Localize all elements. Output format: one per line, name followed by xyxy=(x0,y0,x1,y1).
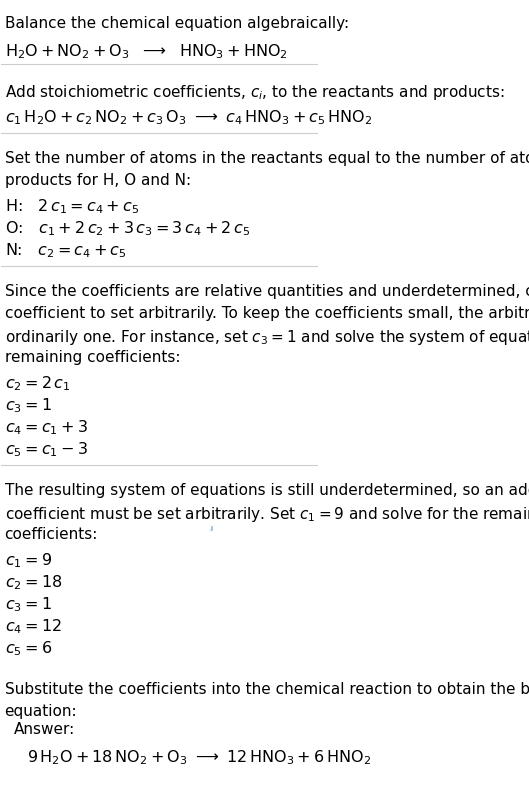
Text: $9\,\mathregular{H_2O} + 18\,\mathregular{NO_2} + \mathregular{O_3} \ \longright: $9\,\mathregular{H_2O} + 18\,\mathregula… xyxy=(26,748,371,767)
Text: $c_1 = 9$: $c_1 = 9$ xyxy=(5,551,51,570)
Text: $c_5 = c_1 - 3$: $c_5 = c_1 - 3$ xyxy=(5,441,87,459)
Text: H:   $2\,c_1 = c_4 + c_5$: H: $2\,c_1 = c_4 + c_5$ xyxy=(5,197,139,216)
Text: N:   $c_2 = c_4 + c_5$: N: $c_2 = c_4 + c_5$ xyxy=(5,242,126,260)
Text: $c_2 = 18$: $c_2 = 18$ xyxy=(5,573,62,592)
Text: $c_3 = 1$: $c_3 = 1$ xyxy=(5,397,51,415)
Text: $\mathregular{H_2O + NO_2 + O_3} \ \ \longrightarrow \ \ \mathregular{HNO_3 + HN: $\mathregular{H_2O + NO_2 + O_3} \ \ \lo… xyxy=(5,43,287,61)
Text: $c_1\,\mathregular{H_2O} + c_2\,\mathregular{NO_2} + c_3\,\mathregular{O_3} \ \l: $c_1\,\mathregular{H_2O} + c_2\,\mathreg… xyxy=(5,109,372,127)
Text: $c_3 = 1$: $c_3 = 1$ xyxy=(5,596,51,614)
Text: O:   $c_1 + 2\,c_2 + 3\,c_3 = 3\,c_4 + 2\,c_5$: O: $c_1 + 2\,c_2 + 3\,c_3 = 3\,c_4 + 2\,… xyxy=(5,219,250,238)
Text: coefficient to set arbitrarily. To keep the coefficients small, the arbitrary va: coefficient to set arbitrarily. To keep … xyxy=(5,305,529,321)
Text: $c_4 = 12$: $c_4 = 12$ xyxy=(5,617,61,636)
Text: $c_5 = 6$: $c_5 = 6$ xyxy=(5,640,52,659)
Text: Balance the chemical equation algebraically:: Balance the chemical equation algebraica… xyxy=(5,16,349,31)
Text: Answer:: Answer: xyxy=(14,722,75,737)
Text: The resulting system of equations is still underdetermined, so an additional: The resulting system of equations is sti… xyxy=(5,483,529,498)
Text: equation:: equation: xyxy=(5,704,77,719)
Text: Since the coefficients are relative quantities and underdetermined, choose a: Since the coefficients are relative quan… xyxy=(5,284,529,299)
Text: Add stoichiometric coefficients, $c_i$, to the reactants and products:: Add stoichiometric coefficients, $c_i$, … xyxy=(5,82,504,102)
FancyBboxPatch shape xyxy=(0,526,212,718)
Text: coefficients:: coefficients: xyxy=(5,527,98,542)
Text: $c_2 = 2\,c_1$: $c_2 = 2\,c_1$ xyxy=(5,374,70,393)
Text: ordinarily one. For instance, set $c_3 = 1$ and solve the system of equations fo: ordinarily one. For instance, set $c_3 =… xyxy=(5,328,529,347)
Text: Set the number of atoms in the reactants equal to the number of atoms in the: Set the number of atoms in the reactants… xyxy=(5,151,529,166)
Text: products for H, O and N:: products for H, O and N: xyxy=(5,173,190,188)
Text: remaining coefficients:: remaining coefficients: xyxy=(5,350,180,365)
Text: Substitute the coefficients into the chemical reaction to obtain the balanced: Substitute the coefficients into the che… xyxy=(5,682,529,697)
Text: coefficient must be set arbitrarily. Set $c_1 = 9$ and solve for the remaining: coefficient must be set arbitrarily. Set… xyxy=(5,505,529,524)
Text: $c_4 = c_1 + 3$: $c_4 = c_1 + 3$ xyxy=(5,418,87,437)
